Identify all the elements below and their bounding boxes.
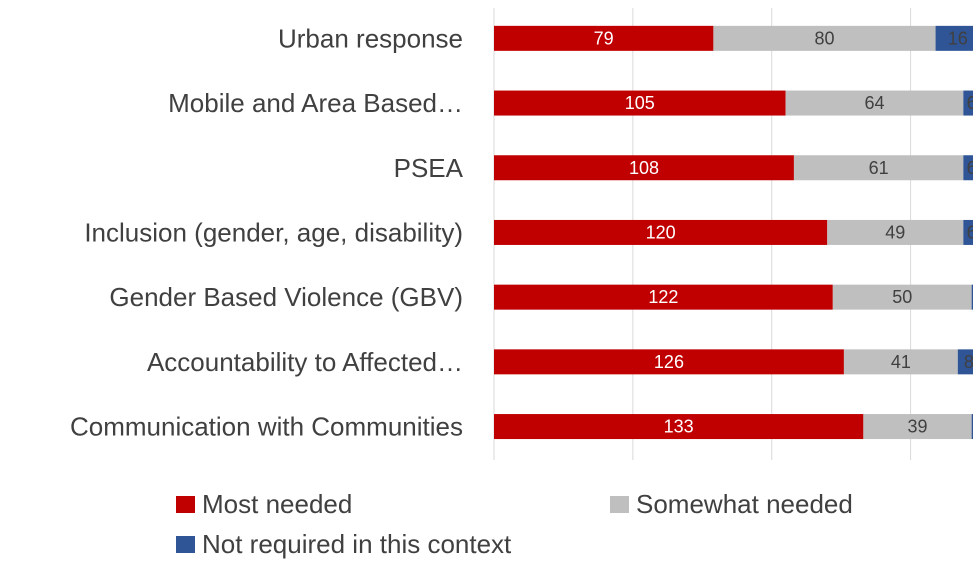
- data-label: 39: [907, 417, 927, 437]
- bar-segment: [843, 349, 958, 375]
- legend-swatch: [610, 496, 629, 513]
- bar-segment: [963, 155, 973, 181]
- data-label: 64: [864, 93, 884, 113]
- bars: 7980161056461086161204961225031264181333…: [494, 25, 973, 440]
- data-label: 41: [891, 352, 911, 372]
- bar-segment: [971, 284, 973, 310]
- bar-segment: [863, 414, 972, 440]
- category-label: Mobile and Area Based…: [168, 88, 463, 118]
- data-label: 16: [948, 28, 968, 48]
- bar-segment: [832, 284, 972, 310]
- legend-swatch: [176, 496, 195, 513]
- data-label: 6: [967, 93, 973, 113]
- data-label: 105: [625, 93, 655, 113]
- legend: Most needed Somewhat needed Not required i…: [176, 489, 853, 559]
- legend-swatch: [176, 536, 195, 553]
- legend-label: Not required in this context: [202, 529, 512, 559]
- bar-segment: [963, 90, 973, 116]
- data-label: 61: [869, 158, 889, 178]
- category-label: Inclusion (gender, age, disability): [84, 217, 463, 247]
- bar-segment: [957, 349, 973, 375]
- bar-segment: [793, 155, 964, 181]
- bar-segment: [935, 25, 973, 51]
- bar-segment: [494, 349, 844, 375]
- bar-segment: [494, 219, 828, 245]
- data-label: 108: [629, 158, 659, 178]
- legend-label: Most needed: [202, 489, 352, 519]
- category-label: Gender Based Violence (GBV): [109, 282, 463, 312]
- category-label: PSEA: [394, 153, 464, 183]
- bar-segment: [963, 219, 973, 245]
- category-label: Urban response: [278, 23, 463, 53]
- data-label: 6: [967, 158, 973, 178]
- bar-segment: [494, 284, 833, 310]
- data-label: 133: [664, 417, 694, 437]
- data-label: 79: [594, 28, 614, 48]
- data-label: 50: [892, 287, 912, 307]
- data-label: 6: [967, 222, 973, 242]
- bar-segment: [785, 90, 964, 116]
- category-label: Communication with Communities: [70, 412, 463, 442]
- data-label: 120: [646, 222, 676, 242]
- data-label: 126: [654, 352, 684, 372]
- bar-segment: [971, 414, 973, 440]
- category-label: Accountability to Affected…: [147, 347, 463, 377]
- data-label: 122: [648, 287, 678, 307]
- bar-segment: [494, 414, 864, 440]
- bar-segment: [713, 25, 936, 51]
- legend-label: Somewhat needed: [636, 489, 853, 519]
- bar-segment: [827, 219, 964, 245]
- data-label: 80: [814, 28, 834, 48]
- category-labels: Urban response Mobile and Area Based… PSEA…: [70, 23, 464, 441]
- bar-segment: [494, 155, 794, 181]
- bar-segment: [494, 90, 786, 116]
- data-label: 8: [964, 352, 973, 372]
- bar-segment: [494, 25, 714, 51]
- data-label: 49: [885, 222, 905, 242]
